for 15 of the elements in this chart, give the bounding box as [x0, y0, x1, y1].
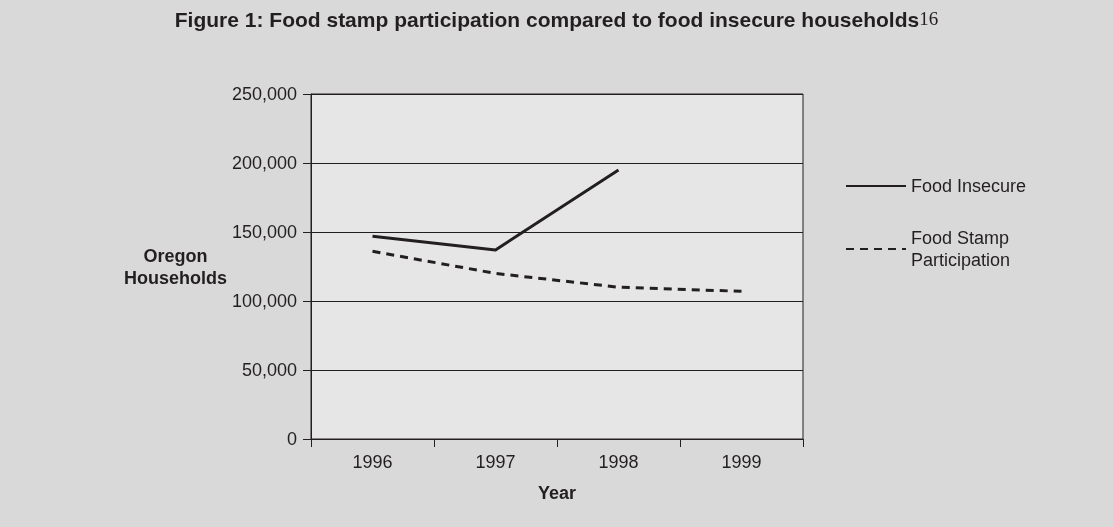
x-tick-label: 1997 — [475, 452, 516, 472]
y-tick-label: 100,000 — [231, 291, 297, 311]
y-tick-label: 50,000 — [241, 360, 297, 380]
y-tick-label: 150,000 — [231, 222, 297, 242]
x-axis-title: Year — [537, 483, 577, 503]
line-series — [371, 249, 743, 293]
x-tick-label: 1998 — [598, 452, 639, 472]
y-tick-label: 250,000 — [231, 84, 297, 104]
legend-label: Food Stamp Participation — [911, 228, 1015, 270]
y-tick-label: 0 — [286, 429, 297, 449]
x-tick-label: 1996 — [352, 452, 393, 472]
y-tick-label: 200,000 — [231, 153, 297, 173]
y-axis-title: Oregon Households — [124, 245, 228, 288]
legend-label: Food Insecure — [911, 176, 1027, 196]
x-tick-label: 1999 — [721, 452, 762, 472]
